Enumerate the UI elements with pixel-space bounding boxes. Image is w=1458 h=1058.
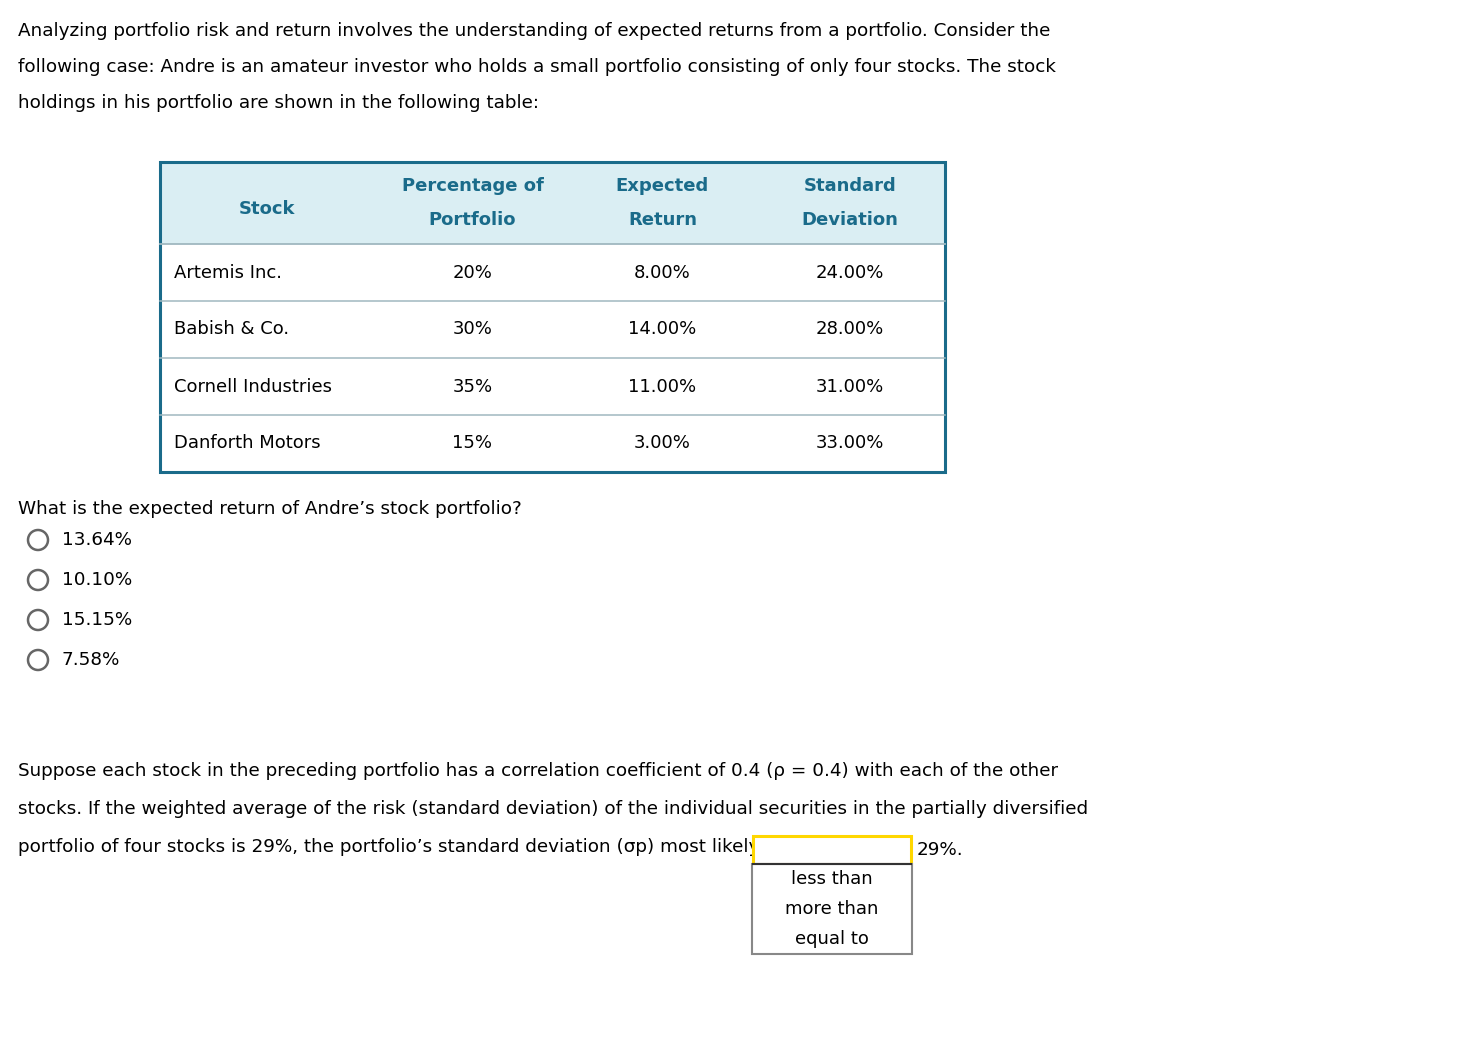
Text: Analyzing portfolio risk and return involves the understanding of expected retur: Analyzing portfolio risk and return invo…	[17, 22, 1050, 40]
Text: 3.00%: 3.00%	[634, 435, 691, 453]
Bar	[752, 864, 913, 954]
Text: Babish & Co.: Babish & Co.	[174, 321, 289, 339]
Text: Artemis Inc.: Artemis Inc.	[174, 263, 281, 281]
Text: 13.64%: 13.64%	[63, 531, 133, 549]
Text: Portfolio: Portfolio	[429, 211, 516, 229]
Text: Deviation: Deviation	[802, 211, 898, 229]
Text: more than: more than	[786, 900, 879, 918]
Text: Stock: Stock	[239, 200, 296, 218]
Text: 10.10%: 10.10%	[63, 571, 133, 589]
Text: 8.00%: 8.00%	[634, 263, 691, 281]
Text: Expected: Expected	[615, 177, 709, 195]
Text: 33.00%: 33.00%	[816, 435, 884, 453]
Text: 14.00%: 14.00%	[628, 321, 697, 339]
Bar	[752, 836, 911, 864]
Text: 29%.: 29%.	[917, 841, 964, 859]
Text: following case: Andre is an amateur investor who holds a small portfolio consist: following case: Andre is an amateur inve…	[17, 58, 1056, 76]
Text: 15%: 15%	[452, 435, 493, 453]
Text: 35%: 35%	[452, 378, 493, 396]
Text: equal to: equal to	[795, 930, 869, 948]
Text: holdings in his portfolio are shown in the following table:: holdings in his portfolio are shown in t…	[17, 94, 539, 112]
Text: 11.00%: 11.00%	[628, 378, 697, 396]
Text: 15.15%: 15.15%	[63, 612, 133, 630]
Text: 7.58%: 7.58%	[63, 651, 121, 669]
Text: 20%: 20%	[452, 263, 493, 281]
Text: 31.00%: 31.00%	[816, 378, 884, 396]
Text: 28.00%: 28.00%	[816, 321, 884, 339]
Text: portfolio of four stocks is 29%, the portfolio’s standard deviation (σp) most li: portfolio of four stocks is 29%, the por…	[17, 838, 780, 856]
Text: Suppose each stock in the preceding portfolio has a correlation coefficient of 0: Suppose each stock in the preceding port…	[17, 762, 1059, 780]
Bar	[160, 162, 945, 244]
Text: less than: less than	[792, 870, 873, 888]
Text: 30%: 30%	[452, 321, 493, 339]
Text: Cornell Industries: Cornell Industries	[174, 378, 332, 396]
Text: 24.00%: 24.00%	[816, 263, 884, 281]
Text: Return: Return	[628, 211, 697, 229]
Text: Standard: Standard	[803, 177, 897, 195]
Text: Danforth Motors: Danforth Motors	[174, 435, 321, 453]
Text: stocks. If the weighted average of the risk (standard deviation) of the individu: stocks. If the weighted average of the r…	[17, 800, 1088, 818]
Bar	[160, 162, 945, 472]
Text: What is the expected return of Andre’s stock portfolio?: What is the expected return of Andre’s s…	[17, 500, 522, 518]
Text: Percentage of: Percentage of	[401, 177, 544, 195]
